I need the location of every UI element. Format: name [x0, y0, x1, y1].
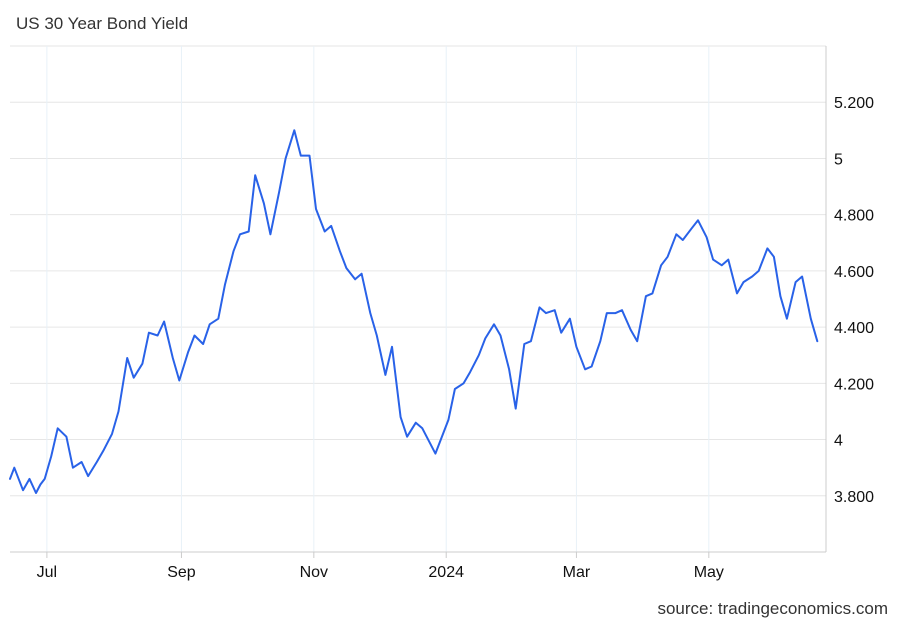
y-tick-label: 3.800 [834, 489, 874, 506]
x-tick-label: Nov [300, 564, 328, 581]
y-tick-label: 4.800 [834, 208, 874, 225]
series-layer [9, 129, 819, 494]
x-tick-label: Mar [563, 564, 591, 581]
y-tick-label: 5.200 [834, 95, 874, 112]
x-axis: Jul Sep Nov 2024 Mar May [37, 552, 724, 581]
chart-title: US 30 Year Bond Yield [16, 14, 189, 33]
grid-layer [10, 45, 827, 553]
x-tick-label: Sep [167, 564, 196, 581]
x-tick-label: May [694, 564, 724, 581]
y-tick-label: 4 [834, 433, 843, 450]
y-axis: 3.800 4 4.200 4.400 4.600 4.800 5 5.200 [834, 95, 874, 506]
x-tick-label: Jul [37, 564, 57, 581]
y-tick-label: 4.400 [834, 320, 874, 337]
y-tick-label: 4.200 [834, 376, 874, 393]
y-tick-label: 5 [834, 151, 843, 168]
series-line [9, 129, 819, 494]
source-label: source: tradingeconomics.com [657, 599, 888, 618]
y-tick-label: 4.600 [834, 264, 874, 281]
x-tick-label: 2024 [428, 564, 464, 581]
